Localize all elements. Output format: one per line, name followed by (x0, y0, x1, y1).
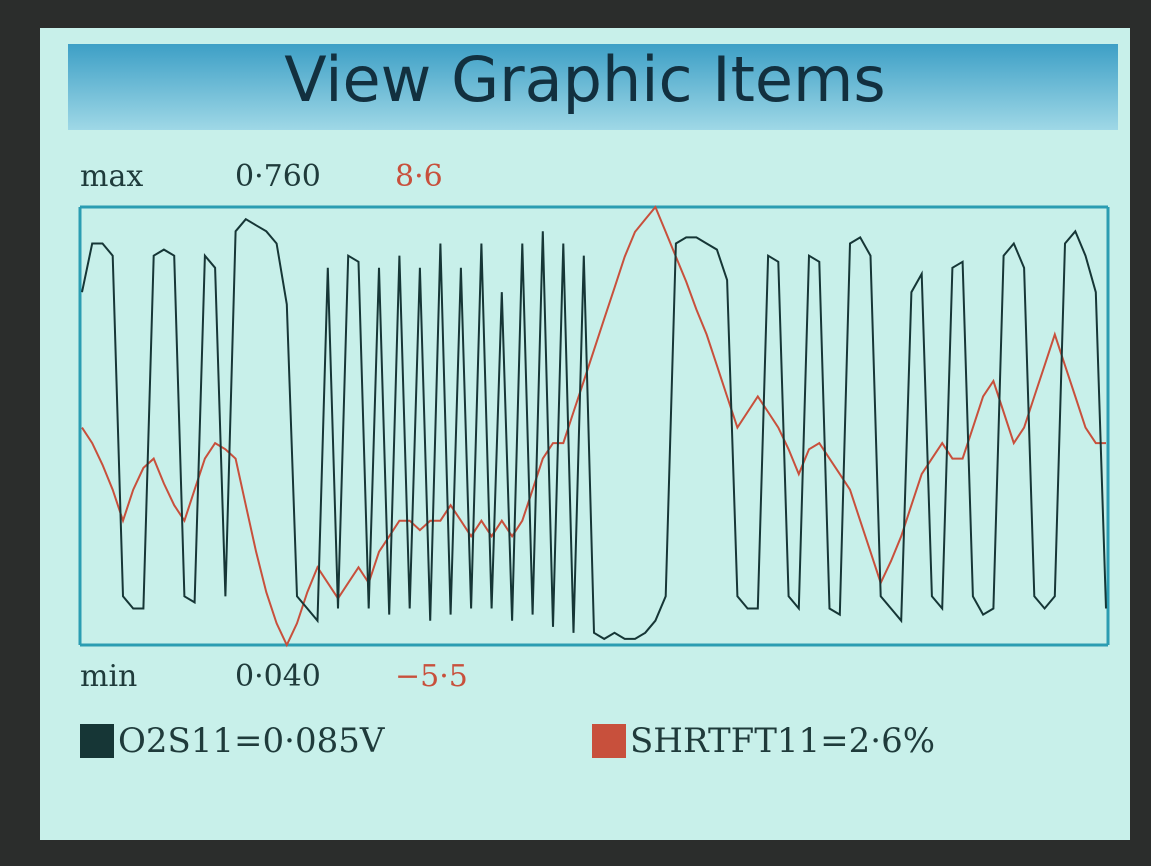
title: View Graphic Items (284, 43, 885, 116)
legend-label: SHRTFT11=2·6% (630, 721, 935, 761)
screen (40, 28, 1130, 840)
y-tick-label: 0·040 (235, 659, 321, 694)
max-label: max (80, 159, 143, 194)
y2-tick-label: −5·5 (395, 659, 468, 694)
legend-label: O2S11=0·085V (118, 721, 386, 761)
y-tick-label: 0·760 (235, 159, 321, 194)
y2-tick-label: 8·6 (395, 159, 443, 194)
device: View Graphic Items max min 0·760 8·6 0·040… (0, 0, 1151, 866)
min-label: min (80, 659, 137, 694)
legend-swatch (80, 724, 114, 758)
legend-swatch (592, 724, 626, 758)
